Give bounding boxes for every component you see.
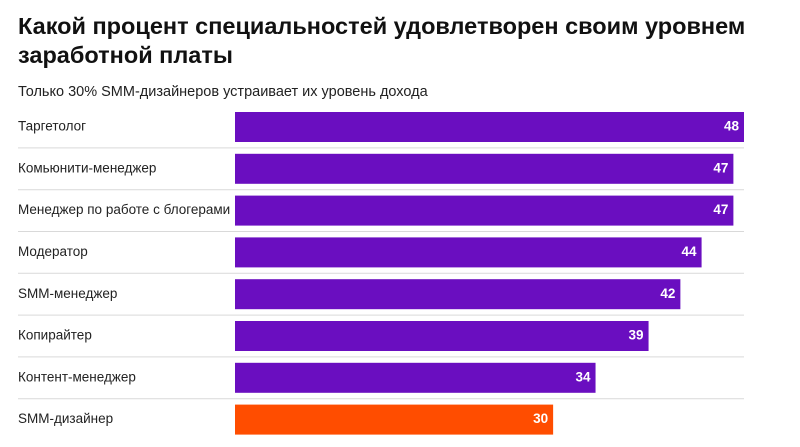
category-label: Контент-менеджер <box>18 369 136 384</box>
value-label: 48 <box>724 119 740 134</box>
category-label: SMM-менеджер <box>18 286 117 301</box>
category-label: Таргетолог <box>18 119 86 134</box>
bar-4 <box>235 237 702 268</box>
value-label: 30 <box>533 411 548 426</box>
bar-6 <box>235 321 649 351</box>
chart-subtitle: Только 30% SMM-дизайнеров устраивает их … <box>18 84 428 100</box>
bar-8 <box>235 404 554 435</box>
value-label: 47 <box>713 202 728 217</box>
category-label: Менеджер по работе с блогерами <box>18 202 230 217</box>
value-label: 44 <box>682 244 698 259</box>
bar-7 <box>235 362 596 393</box>
chart-title: Какой процент специальностей удовлетворе… <box>18 13 746 68</box>
category-label: Копирайтер <box>18 328 92 343</box>
value-label: 39 <box>629 328 644 343</box>
category-label: Модератор <box>18 244 88 259</box>
bar-3 <box>235 195 734 226</box>
bar-5 <box>235 279 681 310</box>
value-label: 34 <box>576 369 592 384</box>
category-label: SMM-дизайнер <box>18 411 113 426</box>
value-label: 42 <box>660 286 675 301</box>
bar-2 <box>235 153 734 184</box>
category-label: Комьюнити-менеджер <box>18 160 156 175</box>
value-label: 47 <box>713 160 728 175</box>
bar-1 <box>235 112 744 142</box>
